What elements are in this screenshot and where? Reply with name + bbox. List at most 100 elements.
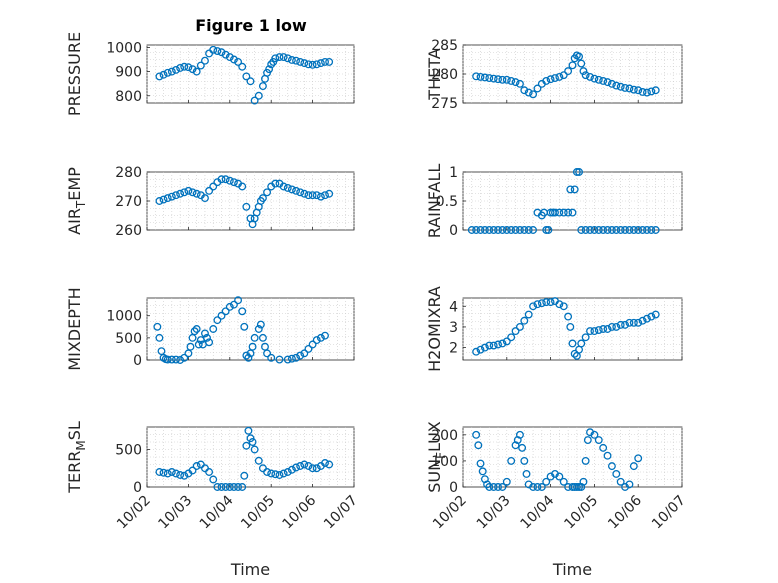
data-point <box>515 79 524 88</box>
data-point <box>502 75 511 84</box>
data-point <box>205 468 214 476</box>
data-point <box>616 320 625 329</box>
data-point <box>167 468 176 476</box>
data-point <box>643 226 651 234</box>
data-point <box>502 226 511 234</box>
data-point <box>308 464 317 473</box>
data-point <box>192 325 201 333</box>
data-point <box>494 75 502 84</box>
data-point <box>321 459 329 467</box>
data-point <box>489 74 498 83</box>
y-tick-label: 1000 <box>106 40 142 56</box>
data-point <box>275 471 284 479</box>
data-point <box>489 341 498 350</box>
data-point <box>607 462 616 471</box>
data-point <box>300 349 309 358</box>
data-point <box>651 226 660 234</box>
data-point <box>599 226 608 234</box>
data-point <box>524 310 533 319</box>
data-point <box>520 226 529 234</box>
data-point <box>163 194 172 203</box>
data-point <box>167 192 176 201</box>
data-point <box>234 296 243 305</box>
y-tick-label: 800 <box>115 89 142 105</box>
data-point <box>167 67 176 76</box>
data-point <box>172 65 180 74</box>
data-point <box>599 443 608 452</box>
y-axis-label: THETA <box>425 48 444 100</box>
data-point <box>583 436 592 444</box>
data-point <box>603 78 612 87</box>
data-point <box>316 192 325 201</box>
data-point <box>192 67 201 76</box>
data-point <box>229 483 238 491</box>
data-point <box>163 355 172 364</box>
data-point <box>256 320 265 329</box>
y-axis-label: TERRMSL <box>65 421 88 494</box>
data-point <box>287 185 296 194</box>
data-point <box>312 191 321 200</box>
subplot-h2omixra: 2 3 4 H2OMIXRA <box>425 286 683 372</box>
data-point <box>254 456 263 465</box>
data-point <box>529 226 538 234</box>
data-point <box>188 65 197 74</box>
data-point <box>586 72 594 81</box>
x-tick-label: 10/06 <box>605 492 645 532</box>
data-point <box>529 90 538 99</box>
data-point <box>579 477 588 486</box>
data-point <box>308 340 317 349</box>
data-point <box>647 226 656 234</box>
data-point <box>296 188 305 197</box>
data-point <box>221 483 230 491</box>
data-point <box>176 64 185 72</box>
data-point <box>217 311 226 320</box>
y-axis-label: PRESSURE <box>65 32 84 116</box>
data-point <box>287 56 296 64</box>
data-point <box>153 322 162 331</box>
subplot-sun-flux: 0 100 200 10/02 10/03 10/04 10/05 10/06 10/07 SUN… <box>425 421 689 579</box>
data-point <box>192 462 201 470</box>
data-point <box>564 312 573 321</box>
data-point <box>184 186 193 195</box>
data-point <box>217 175 226 184</box>
data-point <box>480 343 489 352</box>
data-point <box>271 470 280 479</box>
data-point <box>515 430 524 439</box>
data-point <box>551 208 559 217</box>
data-point <box>321 191 329 200</box>
data-point <box>544 226 553 234</box>
data-point <box>312 60 321 69</box>
data-point <box>542 226 551 234</box>
data-point <box>590 327 599 336</box>
data-point <box>555 72 564 81</box>
data-point <box>190 327 199 336</box>
x-tick-label: 10/07 <box>649 493 689 533</box>
y-tick-label: 3 <box>449 320 458 336</box>
data-point <box>172 355 180 364</box>
data-point <box>234 483 243 491</box>
data-point <box>599 77 608 85</box>
data-point <box>292 353 300 362</box>
data-point <box>271 179 280 188</box>
data-point <box>568 61 577 70</box>
data-point <box>575 168 584 176</box>
data-point <box>507 333 516 342</box>
data-point <box>594 326 603 334</box>
data-point <box>271 54 280 63</box>
data-point <box>634 226 643 234</box>
data-point <box>616 226 625 234</box>
data-point <box>555 472 564 481</box>
data-point <box>621 83 630 92</box>
data-point <box>246 77 255 86</box>
data-point <box>155 468 164 476</box>
data-point <box>267 469 276 478</box>
data-point <box>209 325 218 333</box>
data-point <box>283 54 292 63</box>
x-tick-label: 10/03 <box>474 493 514 533</box>
data-point <box>296 351 305 360</box>
y-axis-label: MIXDEPTH <box>65 287 84 370</box>
data-point <box>647 312 656 321</box>
